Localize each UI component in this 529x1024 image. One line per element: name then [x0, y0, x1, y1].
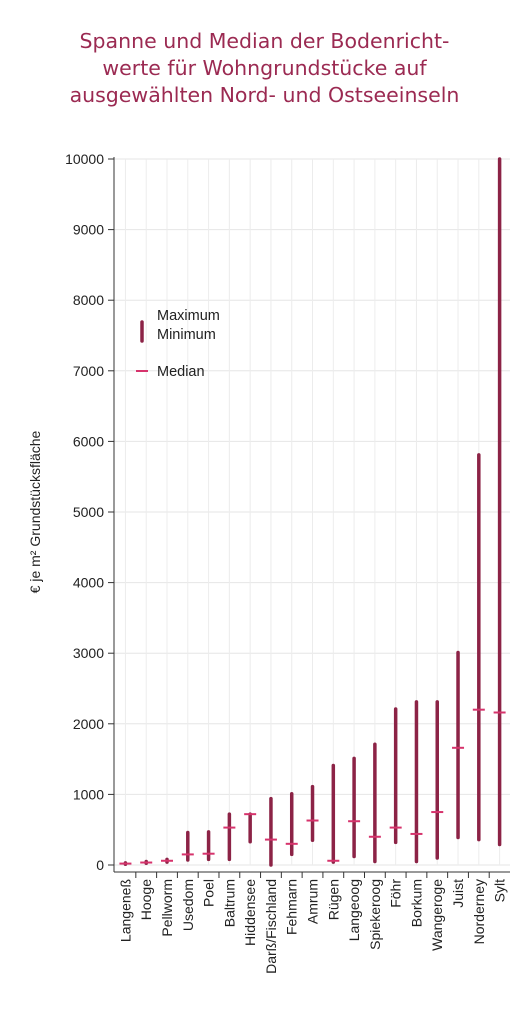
y-tick-label: 5000 [73, 504, 104, 520]
category-label: Föhr [388, 879, 404, 908]
category-label: Poel [201, 879, 217, 907]
chart-title: Spanne und Median der Bodenricht- werte … [40, 28, 489, 109]
category-label: Borkum [408, 879, 424, 927]
legend-maximum-label: Maximum [157, 308, 220, 324]
median-marks [119, 708, 506, 865]
category-label: Pellworm [159, 879, 175, 937]
category-label: Darß/Fischland [263, 879, 279, 974]
category-label: Langeoog [346, 879, 362, 941]
y-tick-label: 1000 [73, 786, 104, 802]
chart-title-line: werte für Wohngrundstücke auf [102, 56, 427, 80]
range-bars [123, 157, 502, 867]
y-tick-label: 8000 [73, 292, 104, 308]
category-label: Amrum [305, 879, 321, 924]
category-label: Norderney [471, 879, 487, 944]
category-label: Baltrum [221, 879, 237, 927]
category-label: Fehmarn [284, 879, 300, 935]
y-tick-label: 9000 [73, 222, 104, 238]
legend-median-label: Median [157, 364, 205, 380]
category-label: Rügen [325, 879, 341, 920]
legend: Maximum Minimum Median [136, 308, 220, 380]
grid-lines [114, 158, 510, 866]
y-tick-label: 2000 [73, 716, 104, 732]
category-label: Hooge [138, 879, 154, 920]
category-label: Spiekeroog [367, 879, 383, 950]
category-label: Juist [450, 879, 466, 908]
y-tick-label: 10000 [65, 151, 104, 167]
legend-minimum-label: Minimum [157, 327, 216, 343]
category-label: Wangeroge [429, 879, 445, 951]
y-tick-label: 6000 [73, 433, 104, 449]
category-labels: Langeneß Hooge Pellworm Usedom Poel Baltrum Hi… [117, 879, 507, 974]
y-tick-label: 3000 [73, 645, 104, 661]
y-axis-label: € je m² Grundstücksfläche [27, 430, 43, 593]
y-axis-ticks: 0 1000 2000 3000 4000 5000 6000 7000 8000 9000 100… [65, 151, 114, 873]
chart-title-line: ausgewählten Nord- und Ostseeinseln [69, 83, 460, 107]
chart-title-line: Spanne und Median der Bodenricht- [79, 29, 450, 53]
y-tick-label: 7000 [73, 363, 104, 379]
category-label: Sylt [492, 879, 508, 902]
y-tick-label: 4000 [73, 575, 104, 591]
category-label: Hiddensee [242, 879, 258, 946]
category-label: Langeneß [117, 879, 133, 942]
category-label: Usedom [180, 879, 196, 931]
axes [113, 157, 510, 878]
y-tick-label: 0 [96, 857, 104, 873]
